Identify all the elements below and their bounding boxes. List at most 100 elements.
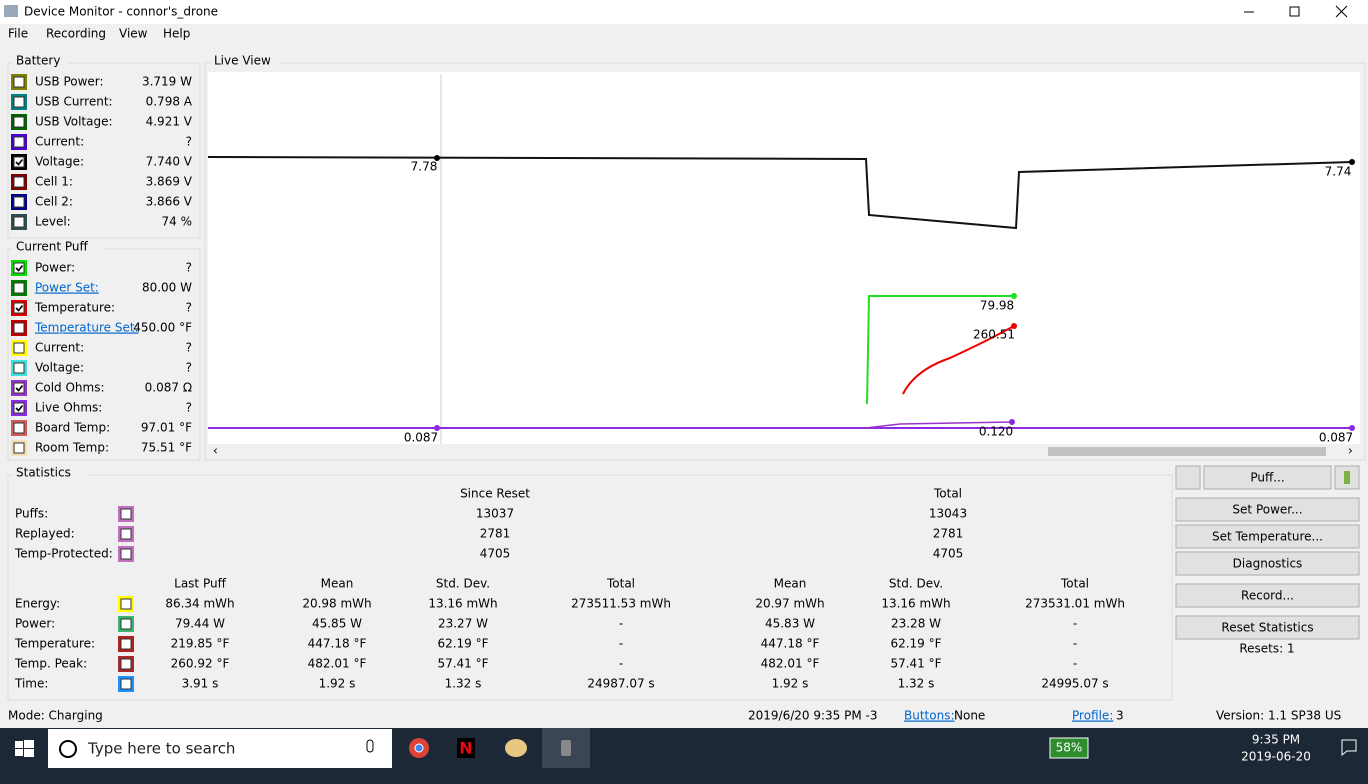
group-title-bg — [13, 54, 68, 68]
stats-cell: 482.01 °F — [308, 657, 367, 671]
stats-cell: 1.32 s — [898, 677, 935, 691]
stats-header: Mean — [321, 577, 354, 591]
stats-checkbox-inner[interactable] — [120, 508, 132, 520]
channel-checkbox-inner[interactable] — [13, 136, 25, 148]
stats-header: Total — [606, 577, 635, 591]
plot-area — [208, 72, 1360, 444]
stats-cell: 2781 — [933, 527, 964, 541]
channel-checkbox-inner[interactable] — [13, 382, 25, 394]
channel-label: Cold Ohms: — [35, 381, 105, 395]
stats-cell: 62.19 °F — [437, 637, 488, 651]
channel-checkbox-inner[interactable] — [13, 282, 25, 294]
battery-group — [7, 62, 201, 239]
status-buttons-label[interactable]: Buttons: — [904, 709, 955, 723]
channel-checkbox-inner[interactable] — [13, 156, 25, 168]
stats-checkbox-inner[interactable] — [120, 528, 132, 540]
group-title: Current Puff — [16, 240, 89, 254]
stats-label: Power: — [15, 617, 55, 631]
channel-checkbox-check — [15, 305, 24, 312]
channel-checkbox-inner[interactable] — [13, 116, 25, 128]
channel-value: 3.866 V — [146, 195, 193, 209]
button-label[interactable]: Reset Statistics — [1221, 621, 1313, 635]
voltage-trace — [207, 156, 1353, 230]
channel-label[interactable]: Temperature Set: — [34, 321, 139, 335]
stats-cell: 79.44 W — [175, 617, 225, 631]
menu-item[interactable]: Help — [163, 27, 190, 41]
channel-value: 0.087 Ω — [145, 381, 192, 395]
status-profile-label[interactable]: Profile: — [1072, 709, 1113, 723]
scroll-thumb[interactable] — [1048, 447, 1326, 456]
button[interactable] — [1175, 551, 1360, 576]
scroll-right[interactable]: › — [1348, 444, 1353, 458]
stats-cell: 13.16 mWh — [428, 597, 497, 611]
button[interactable] — [1175, 497, 1360, 522]
channel-checkbox-check — [15, 405, 24, 412]
button-label[interactable]: Diagnostics — [1233, 557, 1303, 571]
button-label[interactable]: Record... — [1241, 589, 1294, 603]
channel-label[interactable]: Power Set: — [35, 281, 99, 295]
search-placeholder[interactable]: Type here to search — [87, 740, 235, 758]
channel-checkbox-inner[interactable] — [13, 342, 25, 354]
channel-checkbox-inner[interactable] — [13, 96, 25, 108]
window-controls[interactable] — [1244, 5, 1348, 18]
live-ohms-trace — [865, 421, 1013, 429]
stats-checkbox-inner[interactable] — [120, 678, 132, 690]
channel-checkbox-inner[interactable] — [13, 76, 25, 88]
netflix-icon[interactable] — [457, 738, 475, 758]
stats-cell: - — [619, 637, 623, 651]
channel-label: Level: — [35, 215, 71, 229]
window-title: Device Monitor - connor's_drone — [24, 5, 218, 19]
button-label[interactable]: Set Temperature... — [1212, 530, 1323, 544]
channel-label: Room Temp: — [35, 441, 109, 455]
notifications-icon[interactable] — [1341, 739, 1357, 757]
mic-icon[interactable] — [366, 739, 374, 753]
channel-checkbox-check — [15, 385, 24, 392]
button[interactable] — [1175, 615, 1360, 640]
search-box[interactable] — [48, 729, 392, 768]
button[interactable] — [1203, 465, 1332, 490]
channel-checkbox-inner[interactable] — [13, 402, 25, 414]
button-label[interactable]: Puff... — [1250, 471, 1284, 485]
stats-checkbox-inner[interactable] — [120, 598, 132, 610]
stats-cell: 24995.07 s — [1041, 677, 1108, 691]
channel-label: Voltage: — [35, 361, 84, 375]
channel-checkbox-inner[interactable] — [13, 422, 25, 434]
paint-icon[interactable] — [505, 739, 527, 757]
channel-checkbox-inner[interactable] — [13, 176, 25, 188]
icon-button[interactable] — [1175, 465, 1201, 490]
stats-cell: 4705 — [933, 547, 964, 561]
button[interactable] — [1175, 524, 1360, 549]
channel-checkbox-inner[interactable] — [13, 362, 25, 374]
scroll-left[interactable]: ‹ — [213, 444, 218, 458]
status-mode: Mode: Charging — [8, 709, 103, 723]
channel-value: ? — [186, 135, 192, 149]
stats-checkbox-inner[interactable] — [120, 658, 132, 670]
channel-checkbox-inner[interactable] — [13, 322, 25, 334]
stats-label: Temperature: — [14, 637, 95, 651]
menu-item[interactable]: Recording — [46, 27, 106, 41]
button[interactable] — [1175, 583, 1360, 608]
trace-label: 7.74 — [1325, 165, 1352, 179]
stats-checkbox-inner[interactable] — [120, 548, 132, 560]
channel-value: 80.00 W — [142, 281, 192, 295]
battery-indicator[interactable] — [1049, 737, 1089, 759]
menu-item[interactable]: File — [8, 27, 28, 41]
channel-checkbox-inner[interactable] — [13, 442, 25, 454]
button-label[interactable]: Set Power... — [1232, 503, 1302, 517]
stats-checkbox-inner[interactable] — [120, 618, 132, 630]
start-button[interactable] — [15, 740, 34, 757]
trace-label: 7.78 — [411, 160, 438, 174]
stats-checkbox-inner[interactable] — [120, 638, 132, 650]
stats-cell: - — [1073, 617, 1077, 631]
channel-checkbox-inner[interactable] — [13, 216, 25, 228]
channel-checkbox-inner[interactable] — [13, 196, 25, 208]
channel-checkbox-inner[interactable] — [13, 302, 25, 314]
channel-checkbox-inner[interactable] — [13, 262, 25, 274]
menu-item[interactable]: View — [119, 27, 148, 41]
status-buttons-value: None — [954, 709, 985, 723]
group-title: Battery — [16, 54, 60, 68]
stats-cell: 3.91 s — [182, 677, 219, 691]
channel-checkbox-check — [15, 159, 24, 166]
clock-time: 9:35 PM — [1252, 733, 1300, 747]
stats-cell: 482.01 °F — [761, 657, 820, 671]
